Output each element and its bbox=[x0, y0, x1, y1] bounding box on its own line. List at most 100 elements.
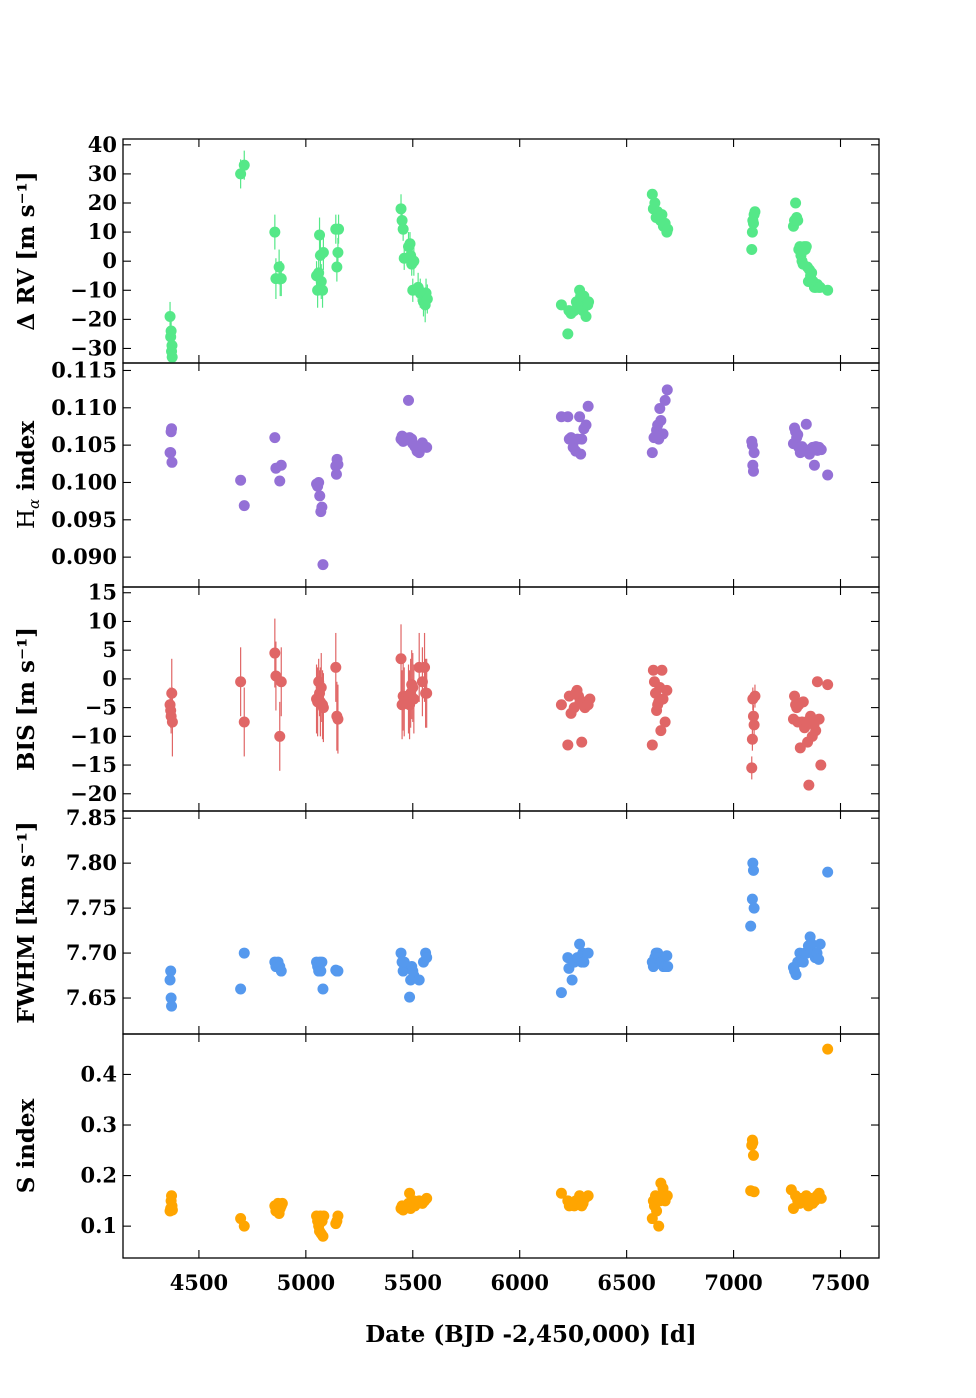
rv-point bbox=[822, 284, 834, 296]
fwhm-point bbox=[582, 947, 594, 959]
rv-point bbox=[555, 299, 567, 311]
sindex-point bbox=[661, 1190, 673, 1202]
rv-point bbox=[649, 197, 661, 209]
fwhm-point bbox=[332, 965, 344, 977]
fwhm-frame bbox=[122, 810, 880, 1035]
bis-point bbox=[275, 676, 287, 688]
fwhm-ylabel: FWHM [km s⁻¹] bbox=[13, 821, 40, 1024]
rv-point bbox=[332, 246, 344, 258]
fwhm-ytick-label: 7.80 bbox=[66, 850, 117, 875]
x-tick-label: 5500 bbox=[384, 1270, 442, 1295]
rv-point bbox=[165, 325, 177, 337]
bis-point bbox=[416, 676, 428, 688]
halpha-ytick-label: 0.105 bbox=[51, 432, 117, 457]
bis-point bbox=[749, 690, 761, 702]
fwhm-point bbox=[746, 893, 758, 905]
halpha-point bbox=[808, 459, 820, 471]
rv-point bbox=[806, 267, 818, 279]
sindex-point bbox=[332, 1210, 344, 1222]
fwhm-point bbox=[745, 920, 757, 932]
fwhm-ytick-label: 7.75 bbox=[66, 895, 117, 920]
bis-point bbox=[576, 736, 588, 748]
bis-point bbox=[657, 693, 669, 705]
halpha-point bbox=[166, 423, 178, 435]
fwhm-point bbox=[574, 938, 586, 950]
sindex-point bbox=[748, 1186, 760, 1198]
sindex-point bbox=[421, 1192, 433, 1204]
sindex-ytick-label: 0.1 bbox=[80, 1213, 117, 1238]
halpha-series bbox=[164, 384, 834, 571]
rv-series bbox=[164, 150, 834, 363]
fwhm-point bbox=[165, 965, 177, 977]
sindex-point bbox=[747, 1149, 759, 1161]
bis-point bbox=[315, 682, 327, 694]
halpha-point bbox=[748, 447, 760, 459]
rv-point bbox=[746, 226, 758, 238]
rv-ytick-label: 30 bbox=[88, 161, 117, 186]
bis-point bbox=[656, 664, 668, 676]
sindex-point bbox=[166, 1190, 178, 1202]
bis-point bbox=[407, 682, 419, 694]
panel-rv: −30 −20 −10 0 10 20 30 40 Δ RV [m s⁻¹] bbox=[13, 132, 880, 364]
halpha-ytick-label: 0.115 bbox=[51, 357, 117, 382]
rv-ytick-label: 40 bbox=[88, 132, 117, 157]
halpha-point bbox=[275, 459, 287, 471]
bis-frame bbox=[122, 586, 880, 812]
fwhm-point bbox=[555, 987, 567, 999]
halpha-point bbox=[330, 468, 342, 480]
halpha-point bbox=[316, 501, 328, 513]
panel-bis: −20 −15 −10 −5 0 5 10 15 BIS [m s⁻¹] bbox=[13, 580, 880, 812]
bis-point bbox=[584, 693, 596, 705]
rv-point bbox=[275, 273, 287, 285]
halpha-point bbox=[747, 465, 759, 477]
halpha-point bbox=[238, 500, 250, 512]
halpha-point bbox=[580, 419, 592, 431]
sindex-point bbox=[238, 1220, 250, 1232]
rv-point bbox=[747, 217, 759, 229]
fwhm-point bbox=[747, 864, 759, 876]
fwhm-point bbox=[166, 1000, 178, 1012]
halpha-point bbox=[235, 474, 247, 486]
halpha-ytick-label: 0.095 bbox=[51, 507, 117, 532]
fwhm-point bbox=[395, 947, 407, 959]
x-axis-title: Date (BJD -2,450,000) [d] bbox=[365, 1321, 697, 1348]
fwhm-point bbox=[748, 902, 760, 914]
halpha-point bbox=[800, 418, 812, 430]
halpha-point bbox=[655, 414, 667, 426]
fwhm-point bbox=[404, 991, 416, 1003]
fwhm-ytick-label: 7.65 bbox=[66, 985, 117, 1010]
halpha-point bbox=[574, 411, 586, 423]
panel-fwhm: 7.65 7.70 7.75 7.80 7.85 FWHM [km s⁻¹] bbox=[13, 805, 880, 1035]
bis-point bbox=[748, 719, 760, 731]
fwhm-point bbox=[235, 983, 247, 995]
rv-ytick-label: 10 bbox=[88, 219, 117, 244]
rv-point bbox=[646, 188, 658, 200]
halpha-point bbox=[562, 411, 574, 423]
halpha-point bbox=[166, 456, 178, 468]
halpha-ylabel-sub: α bbox=[25, 499, 43, 509]
halpha-ytick-label: 0.090 bbox=[51, 544, 117, 569]
halpha-point bbox=[332, 459, 344, 471]
sindex-point bbox=[747, 1137, 759, 1149]
halpha-point bbox=[657, 428, 669, 440]
sindex-point bbox=[651, 1205, 663, 1217]
halpha-ytick-label: 0.100 bbox=[51, 469, 117, 494]
bis-point bbox=[238, 716, 250, 728]
sindex-ytick-label: 0.3 bbox=[80, 1112, 117, 1137]
halpha-point bbox=[403, 394, 415, 406]
sindex-point bbox=[276, 1197, 288, 1209]
rv-point bbox=[662, 223, 674, 235]
rv-point bbox=[317, 246, 329, 258]
sindex-point bbox=[653, 1220, 665, 1232]
halpha-point bbox=[421, 441, 433, 453]
rv-ytick-label: 20 bbox=[88, 190, 117, 215]
bis-point bbox=[789, 690, 801, 702]
sindex-series bbox=[164, 1043, 834, 1242]
rv-point bbox=[395, 203, 407, 215]
fwhm-point bbox=[275, 965, 287, 977]
sindex-point bbox=[166, 1204, 178, 1216]
fwhm-point bbox=[238, 947, 250, 959]
fwhm-point bbox=[316, 956, 328, 968]
bis-point bbox=[810, 725, 822, 737]
